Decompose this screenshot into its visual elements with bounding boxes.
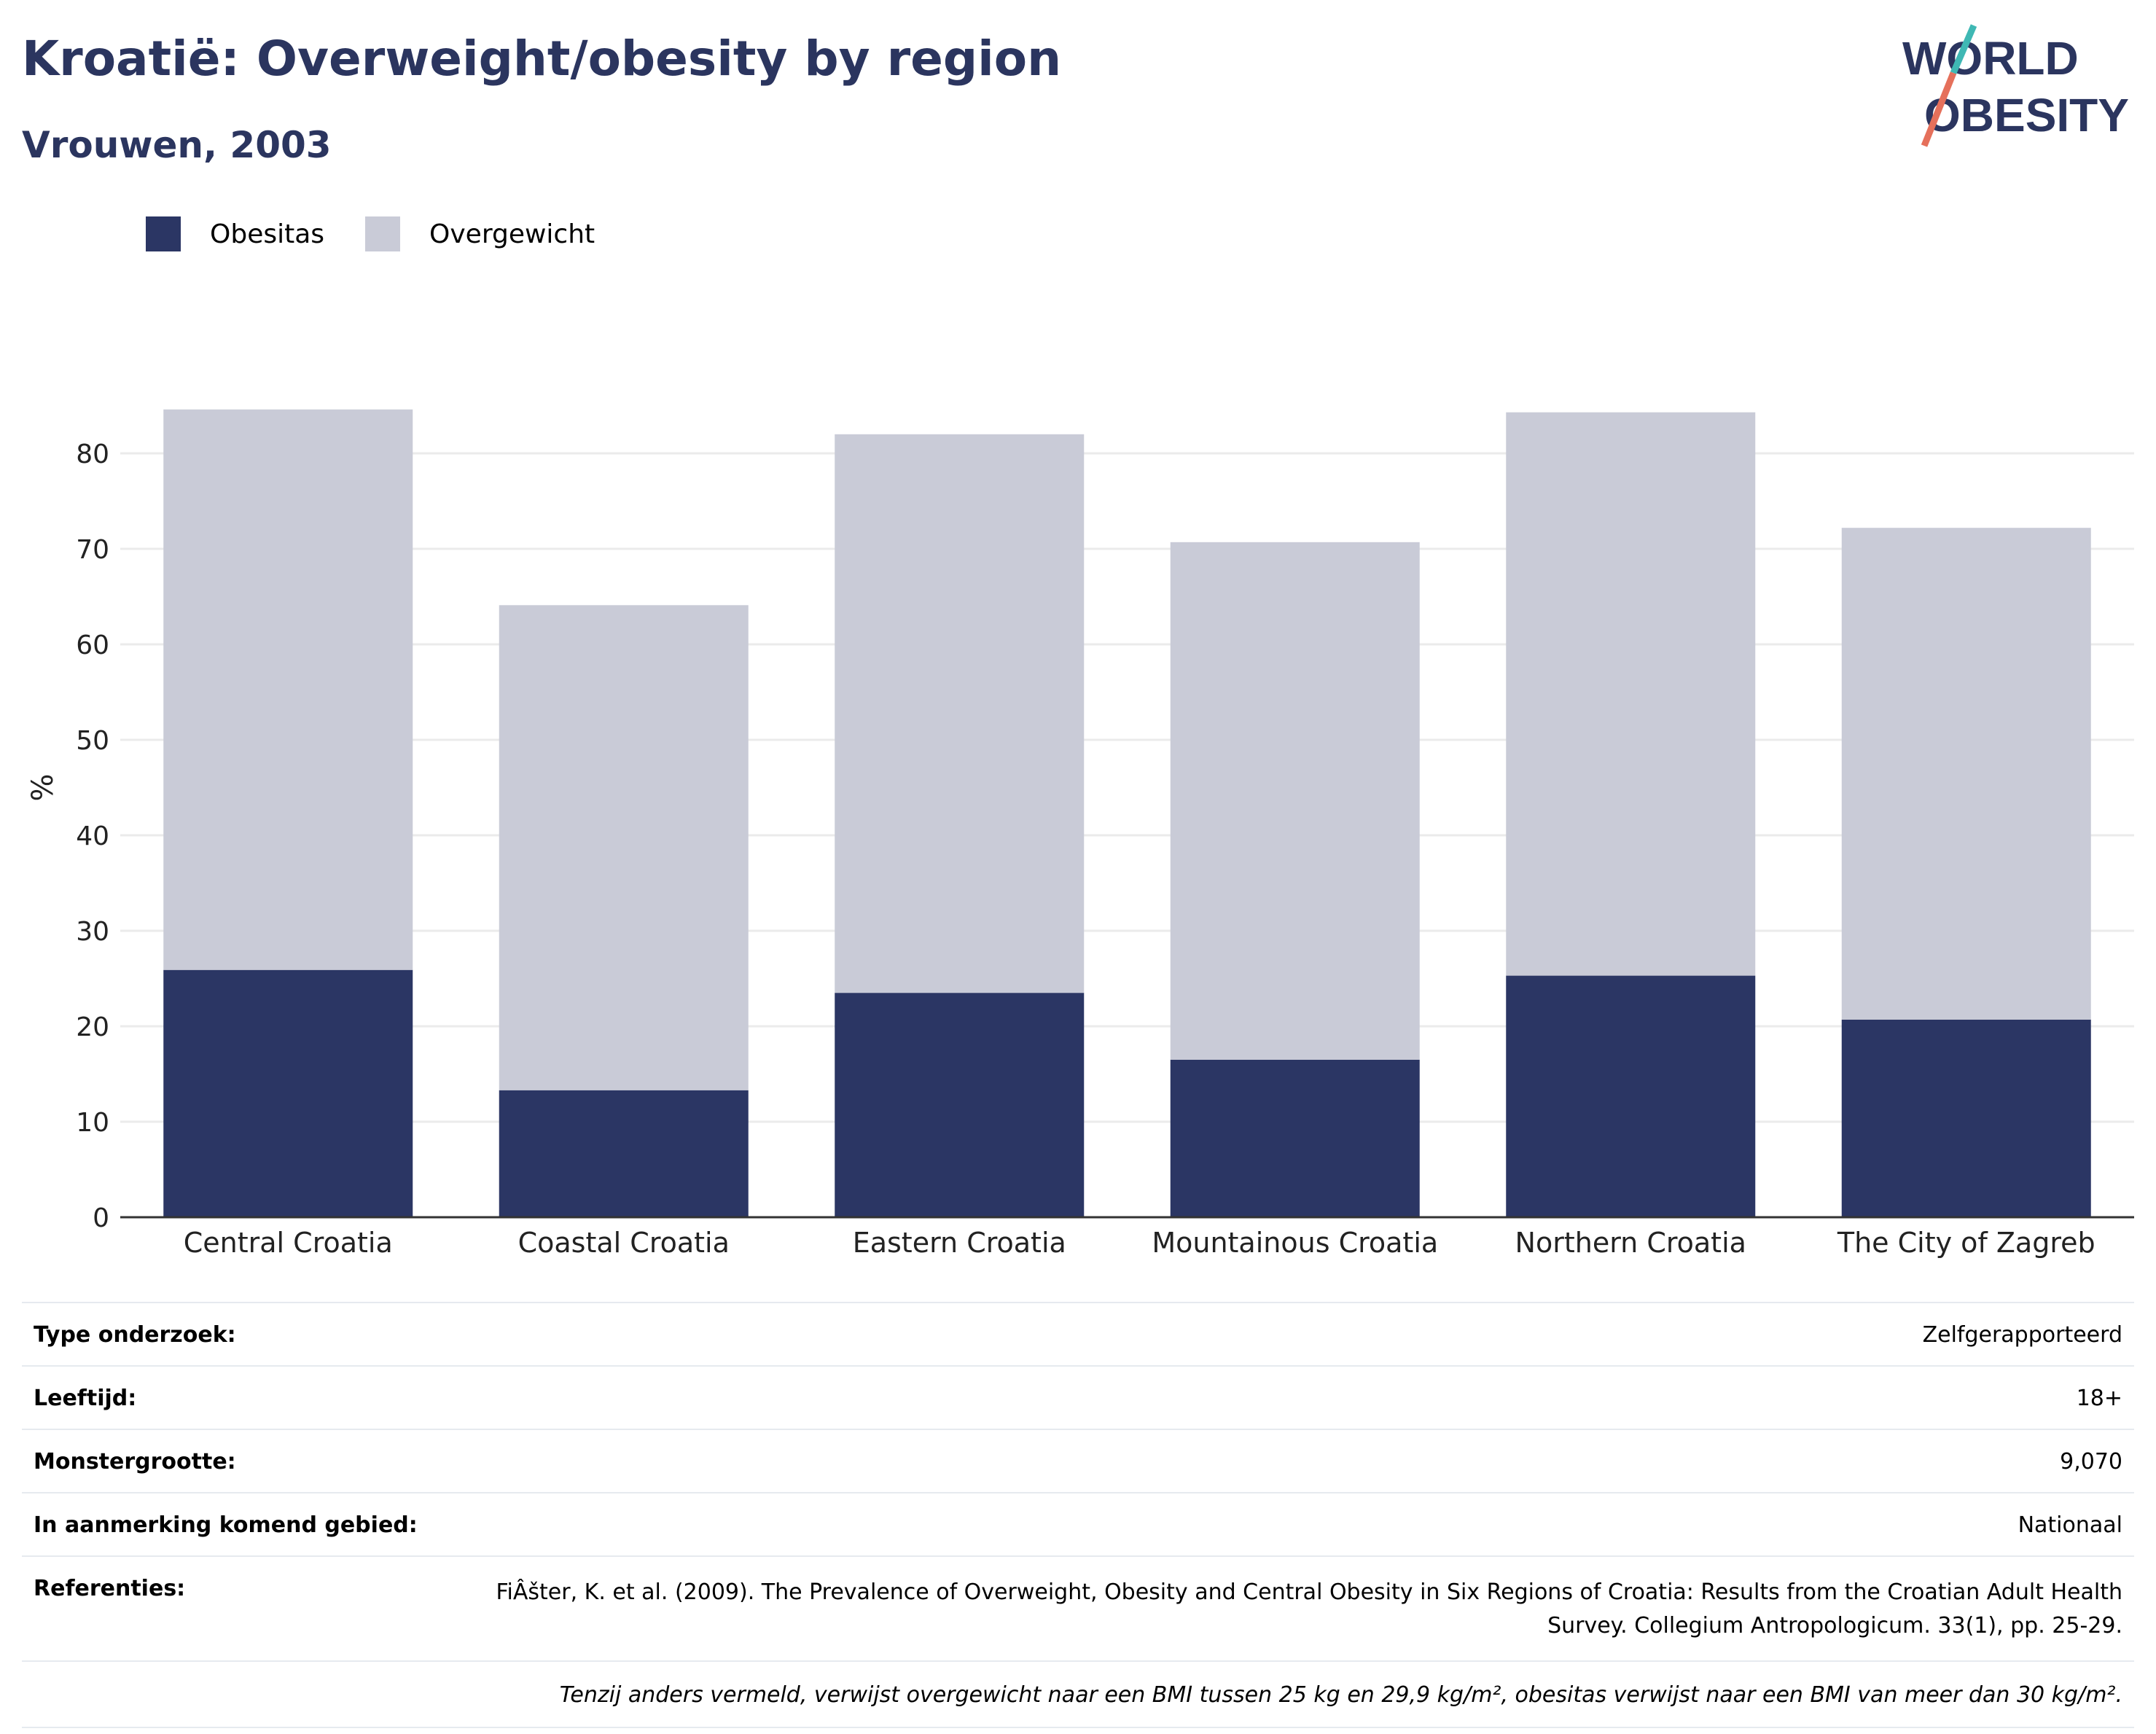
x-tick-label: Coastal Croatia	[518, 1227, 730, 1259]
legend-label-overgewicht: Overgewicht	[429, 219, 595, 249]
world-obesity-logo: WORLD OBESITY	[1902, 24, 2129, 147]
y-tick-label: 70	[76, 535, 109, 565]
x-tick-label: Eastern Croatia	[853, 1227, 1066, 1259]
bar-overgewicht	[835, 434, 1085, 993]
info-row-sample-size: Monstergrootte: 9,070	[22, 1429, 2134, 1492]
svg-text:WORLD: WORLD	[1902, 32, 2079, 85]
y-tick-label: 30	[76, 917, 109, 947]
y-axis-label: %	[26, 773, 60, 801]
y-tick-label: 40	[76, 821, 109, 851]
legend-label-obesitas: Obesitas	[210, 219, 325, 249]
x-tick-label: Central Croatia	[184, 1227, 393, 1259]
y-tick-label: 50	[76, 726, 109, 756]
x-tick-label: Northern Croatia	[1515, 1227, 1746, 1259]
info-key: In aanmerking komend gebied:	[34, 1512, 418, 1538]
y-tick-label: 80	[76, 440, 109, 469]
info-value: 18+	[2076, 1386, 2122, 1411]
chart-legend: Obesitas Overgewicht	[146, 216, 636, 252]
bar-obesitas	[1506, 975, 1756, 1217]
info-table: Type onderzoek: Zelfgerapporteerd Leefti…	[22, 1302, 2134, 1728]
x-tick-label: Mountainous Croatia	[1152, 1227, 1438, 1259]
y-tick-label: 0	[93, 1203, 109, 1233]
info-value: Zelfgerapporteerd	[1922, 1322, 2122, 1348]
legend-swatch-overgewicht	[365, 216, 401, 251]
bar-overgewicht	[1170, 542, 1420, 1060]
info-value: 9,070	[2060, 1449, 2122, 1475]
bmi-footnote: Tenzij anders vermeld, verwijst overgewi…	[22, 1660, 2134, 1728]
legend-item-overgewicht: Overgewicht	[365, 216, 595, 251]
info-key: Type onderzoek:	[34, 1322, 236, 1348]
bar-overgewicht	[1506, 412, 1756, 976]
references-text: FiÂšter, K. et al. (2009). The Prevalenc…	[496, 1579, 2122, 1639]
legend-swatch-obesitas	[146, 216, 181, 251]
info-row-type: Type onderzoek: Zelfgerapporteerd	[22, 1302, 2134, 1365]
info-row-references: Referenties: FiÂšter, K. et al. (2009). …	[22, 1555, 2134, 1660]
legend-item-obesitas: Obesitas	[146, 216, 324, 251]
bar-obesitas	[1841, 1019, 2091, 1217]
bar-overgewicht	[1841, 528, 2091, 1020]
bar-overgewicht	[163, 409, 413, 970]
page-title: Kroatië: Overweight/obesity by region	[22, 31, 1062, 87]
info-key: Referenties:	[34, 1576, 186, 1601]
info-row-age: Leeftijd: 18+	[22, 1365, 2134, 1429]
bar-overgewicht	[499, 605, 749, 1090]
x-tick-label: The City of Zagreb	[1837, 1227, 2096, 1259]
bar-obesitas	[835, 993, 1085, 1217]
svg-text:OBESITY: OBESITY	[1924, 89, 2129, 141]
y-tick-label: 20	[76, 1012, 109, 1042]
info-row-area: In aanmerking komend gebied: Nationaal	[22, 1492, 2134, 1555]
stacked-bar-chart: 0 10 20 30 40 50 60 70 80% Central Croatia Coastal…	[26, 409, 2134, 1259]
y-tick-label: 60	[76, 630, 109, 660]
info-key: Monstergrootte:	[34, 1449, 236, 1475]
info-value: Nationaal	[2018, 1512, 2122, 1538]
bar-obesitas	[1170, 1059, 1420, 1217]
y-tick-label: 10	[76, 1108, 109, 1138]
bar-obesitas	[163, 969, 413, 1217]
info-key: Leeftijd:	[34, 1386, 137, 1411]
page-subtitle: Vrouwen, 2003	[22, 124, 332, 166]
bar-obesitas	[499, 1090, 749, 1217]
